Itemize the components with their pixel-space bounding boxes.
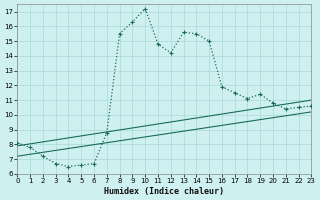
X-axis label: Humidex (Indice chaleur): Humidex (Indice chaleur) <box>104 187 224 196</box>
